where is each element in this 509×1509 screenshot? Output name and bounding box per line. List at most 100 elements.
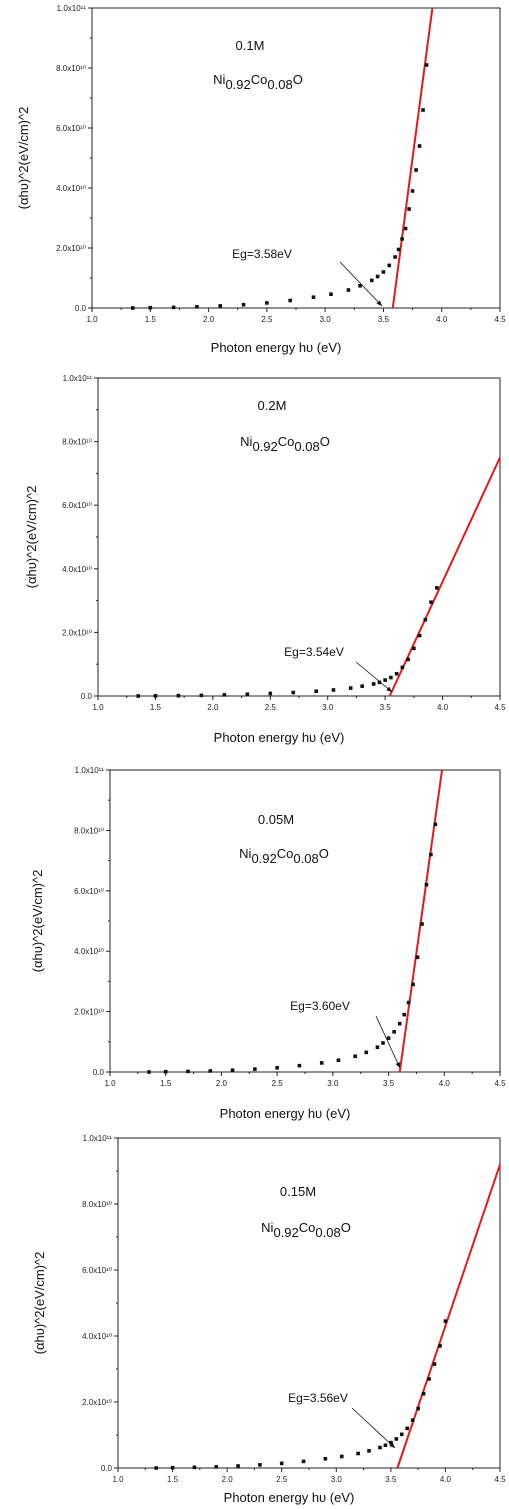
formula-part: Co bbox=[251, 72, 268, 87]
x-tick-label: 4.5 bbox=[494, 703, 506, 712]
data-point bbox=[367, 1449, 371, 1453]
y-tick-label: 2.0x10¹⁰ bbox=[74, 1008, 104, 1017]
data-point bbox=[241, 302, 246, 307]
formula-label: Ni0.92Co0.08O bbox=[239, 846, 329, 866]
data-point bbox=[323, 1456, 328, 1461]
formula-part: 0.92 bbox=[252, 439, 277, 454]
data-point bbox=[423, 617, 428, 622]
data-point bbox=[275, 1065, 279, 1070]
data-point bbox=[253, 1067, 257, 1071]
data-point bbox=[329, 292, 333, 296]
chart-panel: 1.0 1.5 2.0 2.5 3.0 3.5 4.0 4.5 0.0 2.0x10¹⁰ 4.0x1… bbox=[0, 762, 509, 1130]
y-axis-label: (αhυ)^2(eV/cm)^2 bbox=[32, 1252, 47, 1355]
data-point bbox=[387, 263, 392, 268]
x-tick-label: 3.0 bbox=[320, 315, 332, 324]
formula-label: Ni0.92Co0.08O bbox=[261, 1220, 351, 1240]
chart-panel: 1.0 1.5 2.0 2.5 3.0 3.5 4.0 4.5 0.0 2.0x10¹⁰ 4.0x1… bbox=[0, 370, 509, 748]
y-tick-label: 4.0x10¹⁰ bbox=[82, 1332, 112, 1341]
data-point bbox=[402, 1012, 406, 1017]
data-point bbox=[378, 1445, 382, 1450]
y-tick-label: 8.0x10¹⁰ bbox=[74, 826, 104, 835]
data-point bbox=[381, 270, 386, 274]
linear-fit-line bbox=[396, 1164, 501, 1469]
y-tick-label: 8.0x10¹⁰ bbox=[56, 64, 86, 73]
formula-part: O bbox=[293, 72, 303, 87]
data-point bbox=[154, 1466, 158, 1470]
data-point bbox=[170, 1465, 175, 1470]
data-point bbox=[148, 305, 153, 310]
data-point bbox=[421, 1391, 426, 1396]
x-tick-label: 4.5 bbox=[494, 315, 506, 324]
x-tick-label: 4.0 bbox=[440, 1475, 452, 1484]
data-point bbox=[399, 1432, 404, 1437]
y-axis-label: (αhυ)^2(eV/cm)^2 bbox=[24, 486, 39, 589]
chart-panel: 1.0 1.5 2.0 2.5 3.0 3.5 4.0 4.5 0.0 2.0x10¹⁰ 4.0x1… bbox=[0, 1130, 509, 1509]
band-gap-arrow bbox=[375, 1015, 401, 1069]
data-point bbox=[208, 1069, 213, 1073]
formula-part: Ni bbox=[240, 434, 252, 449]
x-tick-label: 1.5 bbox=[167, 1475, 179, 1484]
data-point bbox=[375, 274, 380, 279]
x-tick-label: 2.0 bbox=[216, 1079, 228, 1088]
y-tick-label: 2.0x10¹⁰ bbox=[56, 244, 86, 253]
data-point bbox=[433, 822, 438, 827]
y-tick-label: 1.0x10¹¹ bbox=[57, 4, 87, 13]
data-point bbox=[410, 189, 415, 193]
x-tick-label: 1.5 bbox=[160, 1079, 172, 1088]
y-tick-label: 6.0x10¹⁰ bbox=[56, 124, 86, 133]
data-point bbox=[268, 691, 273, 696]
data-point bbox=[420, 922, 424, 926]
concentration-label: 0.2M bbox=[258, 398, 287, 413]
data-point bbox=[389, 1440, 393, 1445]
data-point bbox=[438, 1344, 442, 1348]
data-point bbox=[410, 1418, 415, 1422]
linear-fit-line bbox=[398, 769, 444, 1073]
plot-frame bbox=[91, 7, 501, 309]
data-point bbox=[407, 207, 411, 211]
x-axis-label: Photon energy hυ (eV) bbox=[224, 1490, 355, 1505]
x-tick-label: 2.5 bbox=[272, 1079, 284, 1088]
formula-part: Co bbox=[278, 434, 295, 449]
arrow-head-icon bbox=[389, 1442, 395, 1448]
data-point bbox=[417, 144, 422, 148]
y-tick-label: 4.0x10¹⁰ bbox=[74, 947, 104, 956]
formula-part: 0.08 bbox=[315, 1225, 340, 1240]
data-point bbox=[176, 693, 181, 698]
data-point bbox=[153, 694, 158, 698]
data-point bbox=[136, 694, 140, 698]
x-tick-label: 4.0 bbox=[439, 1079, 451, 1088]
data-point bbox=[381, 1041, 385, 1045]
data-point bbox=[392, 1030, 396, 1034]
data-point bbox=[375, 1045, 380, 1050]
data-point bbox=[383, 1443, 388, 1448]
data-point bbox=[396, 247, 401, 252]
data-point bbox=[377, 680, 382, 685]
formula-part: Co bbox=[277, 846, 294, 861]
data-point bbox=[346, 288, 351, 292]
x-tick-label: 3.0 bbox=[331, 1475, 343, 1484]
x-tick-label: 1.0 bbox=[112, 1475, 124, 1484]
chart-svg: 1.0 1.5 2.0 2.5 3.0 3.5 4.0 4.5 0.0 2.0x10¹⁰ 4.0x1… bbox=[16, 4, 506, 355]
x-tick-label: 2.5 bbox=[261, 315, 273, 324]
data-point bbox=[416, 1406, 420, 1411]
band-gap-arrow bbox=[351, 1407, 396, 1449]
data-point bbox=[405, 1426, 410, 1431]
data-point bbox=[311, 295, 316, 299]
data-point bbox=[230, 1068, 235, 1072]
data-point bbox=[443, 1319, 448, 1323]
data-point bbox=[394, 671, 399, 676]
data-point bbox=[414, 168, 418, 172]
data-point bbox=[331, 688, 336, 692]
x-axis-label: Photon energy hυ (eV) bbox=[220, 1106, 351, 1121]
data-point bbox=[336, 1058, 341, 1063]
formula-part: 0.08 bbox=[293, 851, 318, 866]
formula-part: O bbox=[341, 1220, 351, 1235]
x-tick-label: 4.5 bbox=[494, 1475, 506, 1484]
data-point bbox=[386, 1036, 391, 1040]
x-tick-label: 1.5 bbox=[150, 703, 162, 712]
formula-label: Ni0.92Co0.08O bbox=[240, 434, 330, 454]
formula-part: O bbox=[319, 846, 329, 861]
data-point bbox=[236, 1464, 240, 1468]
data-point bbox=[339, 1454, 344, 1459]
x-tick-label: 3.5 bbox=[380, 703, 392, 712]
